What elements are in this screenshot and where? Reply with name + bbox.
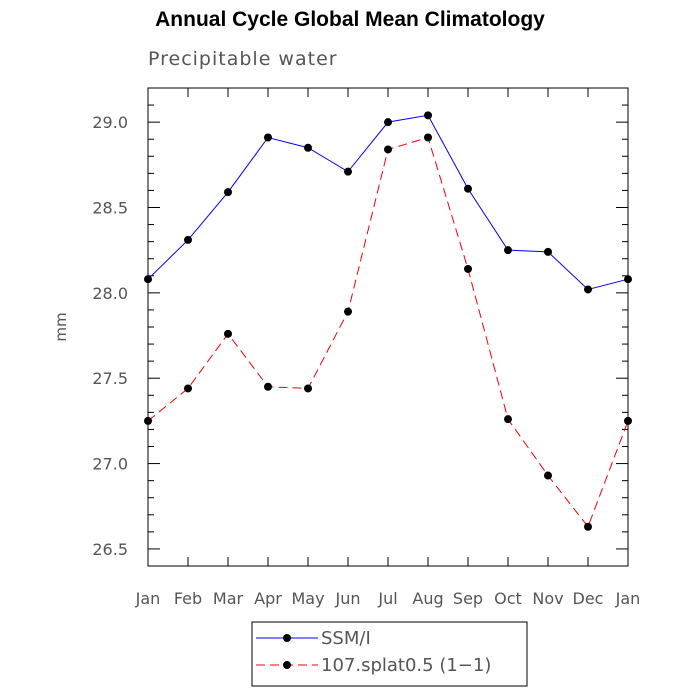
x-tick-label: Sep [453,589,483,608]
x-tick-label: Mar [213,589,244,608]
data-point [584,285,592,294]
data-point [584,522,592,531]
x-tick-label: Oct [494,589,522,608]
data-point [144,275,152,284]
data-point [384,145,392,154]
y-tick-label: 28.5 [92,199,128,218]
y-tick-label: 28.0 [92,284,128,303]
series-1 [144,111,632,294]
x-tick-label: Jun [335,589,361,608]
data-point [504,246,512,255]
y-tick-label: 27.5 [92,369,128,388]
x-tick-label: Nov [532,589,563,608]
data-point [624,416,632,425]
data-point [144,416,152,425]
legend-marker [283,634,291,642]
data-point [624,275,632,284]
series-line [147,136,629,528]
x-tick-label: May [291,589,324,608]
data-point [224,329,232,338]
x-tick-label: Aug [412,589,443,608]
data-point [224,188,232,197]
data-point [304,143,312,152]
data-point [384,118,392,127]
axis-ticks [147,87,629,567]
legend-marker [283,661,291,669]
y-tick-label: 29.0 [92,113,128,132]
data-point [424,133,432,142]
series-line [147,114,629,290]
data-point [184,235,192,244]
chart-subtitle: Precipitable water [148,48,338,70]
data-point [544,247,552,256]
y-tick-label: 26.5 [92,540,128,559]
data-point [344,307,352,316]
legend-box [251,621,528,687]
y-tick-label: 27.0 [92,455,128,474]
data-point [184,384,192,393]
data-point [504,415,512,424]
series-layer [144,111,632,531]
x-tick-label: Apr [254,589,282,608]
plot-frame [147,87,629,567]
data-point [264,382,272,391]
data-point [344,167,352,176]
data-point [304,384,312,393]
data-point [464,184,472,193]
x-tick-label: Jan [135,589,161,608]
data-point [264,133,272,142]
data-point [544,471,552,480]
x-tick-label: Feb [174,589,202,608]
y-axis-label: mm [52,312,70,341]
axis-tick-labels: Jan Feb Mar Apr May Jun Jul Aug Sep Oct Nov Dec Jan 2… [92,113,640,608]
series-2 [144,133,632,531]
data-point [464,264,472,273]
legend: SSM/I 107.splat0.5 (1−1) [251,621,528,687]
chart-title: Annual Cycle Global Mean Climatology [155,8,545,31]
legend-label: SSM/I [321,628,371,649]
legend-label: 107.splat0.5 (1−1) [321,655,491,676]
x-tick-label: Jul [377,589,397,608]
x-tick-label: Jan [615,589,641,608]
x-tick-label: Dec [573,589,604,608]
data-point [424,111,432,120]
